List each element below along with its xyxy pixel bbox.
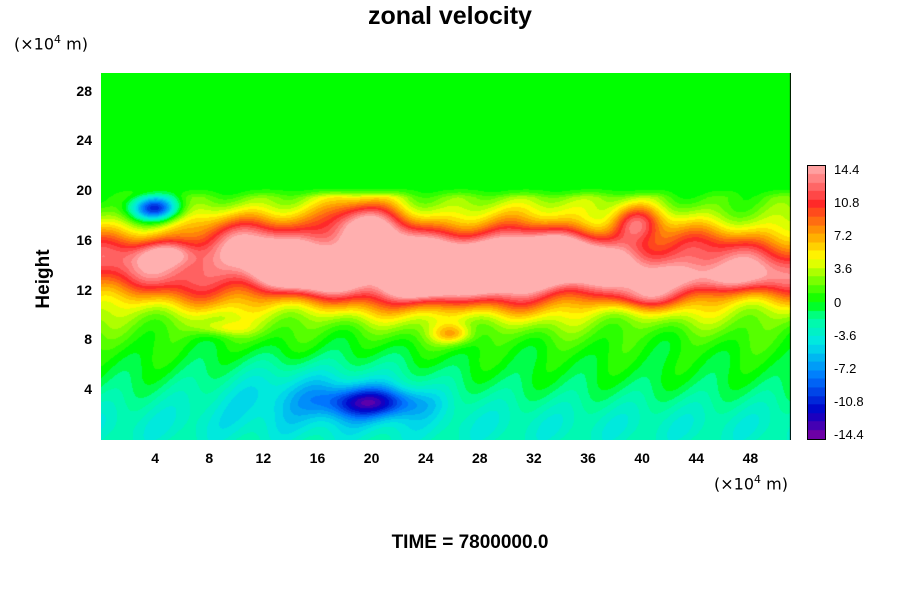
x-tick-label: 40	[634, 450, 650, 466]
y-tick-label: 8	[84, 331, 92, 348]
colorbar-tick-label: -14.4	[834, 427, 864, 442]
colorbar-tick-label: 10.8	[834, 195, 860, 211]
x-tick-label: 48	[742, 450, 759, 466]
colorbar-tick-label: 0	[834, 294, 842, 310]
x-tick-label: 44	[688, 450, 705, 466]
colorbar-tick-label: -3.6	[834, 327, 857, 343]
x-tick-label: 12	[255, 450, 272, 466]
x-unit-label: (×104 m)	[714, 473, 788, 494]
colorbar-tick-label: 14.4	[834, 162, 860, 177]
x-tick-label: 24	[417, 450, 434, 466]
y-axis-label: Height	[33, 249, 54, 309]
x-tick-label: 4	[151, 450, 159, 466]
y-tick-label: 16	[76, 231, 92, 248]
colorbar	[807, 165, 826, 440]
colorbar-tick-label: 7.2	[834, 228, 853, 244]
y-tick-label: 28	[76, 82, 92, 99]
y-tick-label: 20	[76, 182, 92, 199]
chart-title: zonal velocity	[368, 2, 532, 30]
x-tick-label: 20	[363, 450, 380, 466]
colorbar-tick-label: -7.2	[834, 360, 857, 376]
heatmap-plot	[101, 73, 791, 440]
x-tick-label: 32	[526, 450, 542, 466]
colorbar-tick-label: 3.6	[834, 261, 853, 277]
y-tick-label: 12	[76, 281, 92, 298]
y-unit-label: (×104 m)	[14, 33, 88, 54]
x-tick-label: 8	[205, 450, 214, 466]
x-tick-label: 16	[309, 450, 326, 466]
x-tick-label: 36	[580, 450, 596, 466]
x-tick-label: 28	[472, 450, 488, 466]
time-label: TIME = 7800000.0	[391, 532, 549, 553]
colorbar-tick-label: -10.8	[834, 393, 864, 409]
y-tick-label: 24	[76, 132, 92, 149]
y-tick-label: 4	[84, 381, 92, 398]
